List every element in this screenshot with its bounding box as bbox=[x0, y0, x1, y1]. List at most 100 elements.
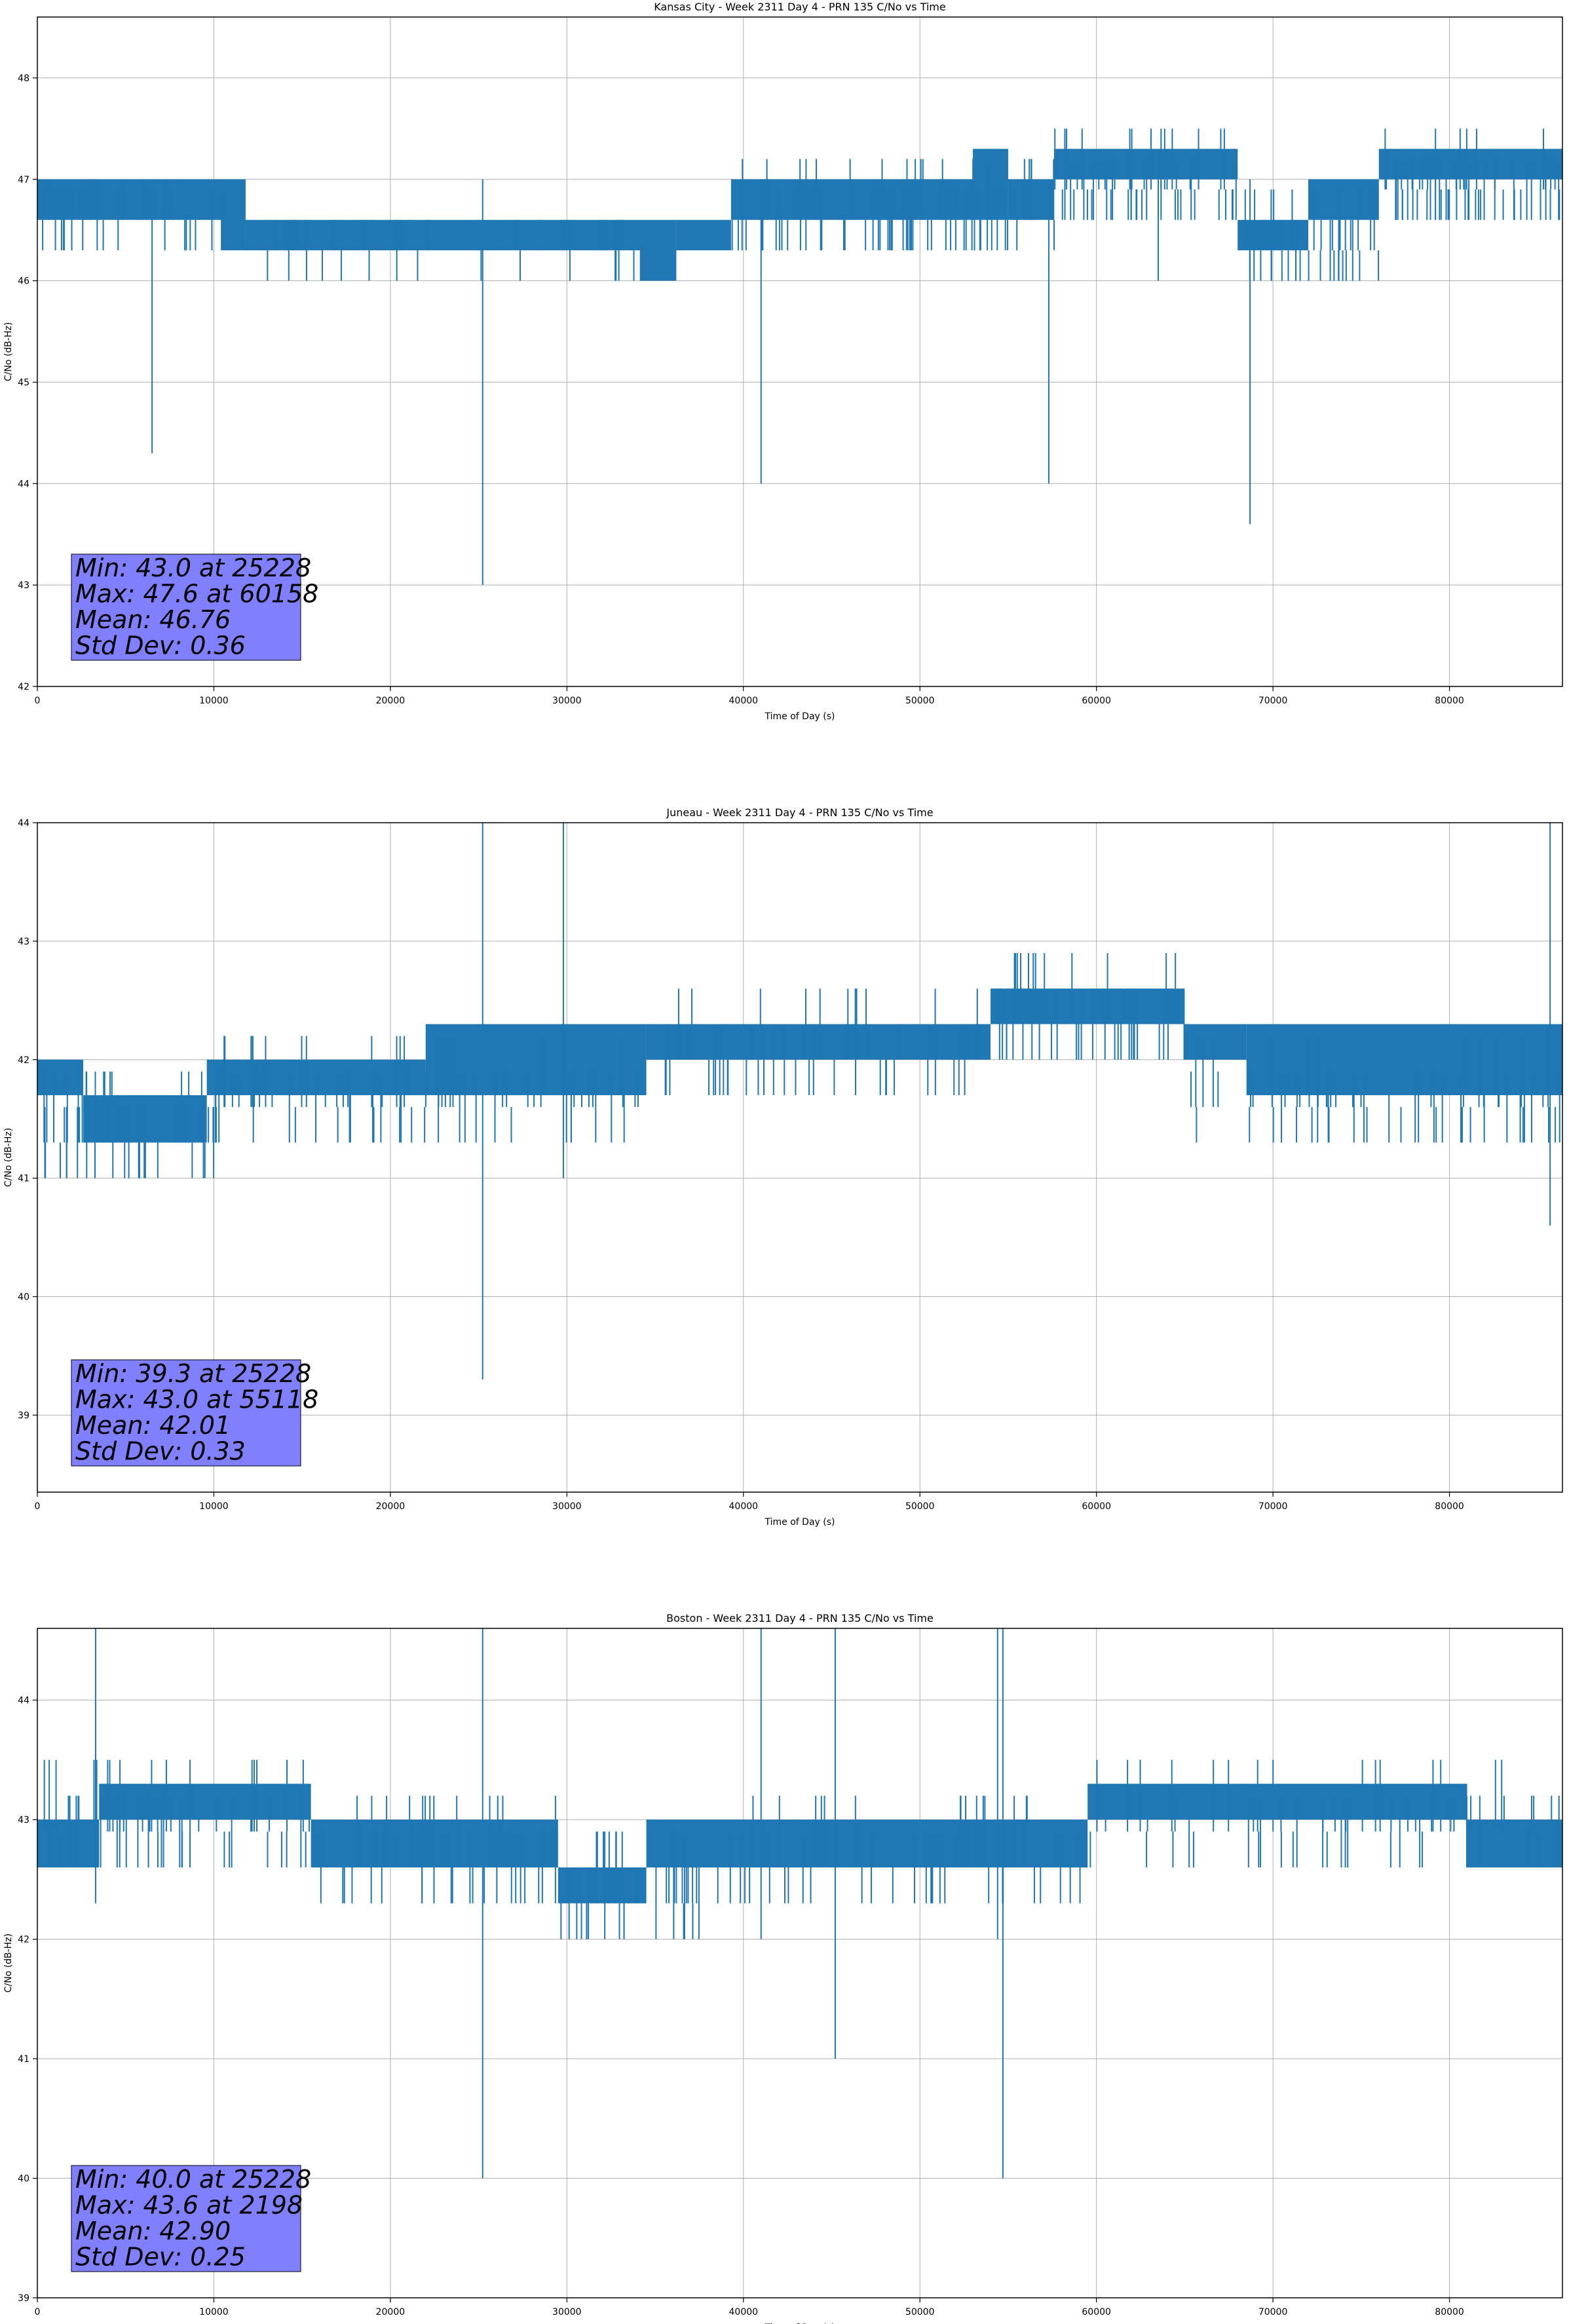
y-tick-label: 44 bbox=[18, 818, 29, 829]
cno-band bbox=[1054, 149, 1238, 179]
x-tick-label: 20000 bbox=[376, 1501, 406, 1512]
y-tick-label: 40 bbox=[18, 1292, 29, 1303]
x-tick-label: 60000 bbox=[1082, 2307, 1111, 2317]
cno-band bbox=[641, 219, 677, 281]
cno-band bbox=[1467, 1820, 1562, 1867]
y-tick-label: 42 bbox=[18, 682, 29, 692]
stats-line: Max: 47.6 at 60158 bbox=[75, 580, 318, 609]
x-tick-label: 60000 bbox=[1082, 1501, 1111, 1512]
y-tick-label: 40 bbox=[18, 2174, 29, 2184]
x-tick-label: 40000 bbox=[729, 2307, 759, 2317]
cno-band bbox=[245, 219, 641, 251]
x-tick-label: 60000 bbox=[1082, 696, 1111, 706]
y-axis-label: C/No (dB-Hz) bbox=[3, 322, 14, 381]
y-tick-label: 39 bbox=[18, 1410, 29, 1421]
cno-band bbox=[730, 179, 974, 220]
y-tick-label: 39 bbox=[18, 2293, 29, 2304]
x-tick-label: 0 bbox=[35, 696, 41, 706]
stats-line: Std Dev: 0.33 bbox=[75, 1437, 246, 1466]
cno-band bbox=[37, 179, 221, 220]
x-tick-label: 70000 bbox=[1258, 1501, 1288, 1512]
cno-band bbox=[1308, 179, 1379, 220]
y-tick-label: 44 bbox=[18, 479, 29, 489]
y-tick-label: 41 bbox=[18, 2054, 29, 2065]
stats-box bbox=[71, 1359, 301, 1467]
y-tick-label: 48 bbox=[18, 73, 29, 84]
x-axis-label: Time of Day (s) bbox=[765, 2323, 835, 2324]
cno-band bbox=[646, 1024, 991, 1060]
x-tick-label: 30000 bbox=[552, 696, 582, 706]
cno-band bbox=[1378, 149, 1562, 179]
x-tick-label: 10000 bbox=[199, 1501, 229, 1512]
x-tick-label: 40000 bbox=[729, 1501, 759, 1512]
y-tick-label: 43 bbox=[18, 580, 29, 591]
y-tick-label: 41 bbox=[18, 1174, 29, 1184]
y-axis-label: C/No (dB-Hz) bbox=[3, 1128, 14, 1187]
stats-line: Std Dev: 0.36 bbox=[75, 631, 246, 660]
stats-line: Min: 43.0 at 25228 bbox=[75, 553, 311, 582]
y-tick-label: 42 bbox=[18, 1935, 29, 1945]
x-tick-label: 70000 bbox=[1258, 2307, 1288, 2317]
x-tick-label: 10000 bbox=[199, 696, 229, 706]
x-tick-label: 80000 bbox=[1435, 696, 1464, 706]
axes-frame bbox=[37, 1628, 1563, 2298]
cno-band bbox=[37, 1059, 84, 1096]
cno-band bbox=[221, 179, 246, 251]
x-tick-label: 30000 bbox=[552, 1501, 582, 1512]
y-tick-label: 42 bbox=[18, 1055, 29, 1066]
axes-frame bbox=[37, 822, 1563, 1493]
stats-line: Min: 39.3 at 25228 bbox=[75, 1359, 311, 1388]
stats-box bbox=[71, 553, 301, 661]
chart-title: Kansas City - Week 2311 Day 4 - PRN 135 … bbox=[654, 1, 945, 13]
x-tick-label: 50000 bbox=[905, 696, 935, 706]
y-tick-label: 45 bbox=[18, 377, 29, 388]
cno-band bbox=[1087, 1784, 1467, 1820]
chart-panel-1: 0 10000 20000 30000 40000 50000 60000 70000 8000… bbox=[3, 1, 1563, 722]
y-tick-label: 43 bbox=[18, 1815, 29, 1826]
cno-series bbox=[37, 1628, 1562, 2179]
stats-line: Max: 43.6 at 2198 bbox=[75, 2191, 303, 2220]
x-tick-label: 70000 bbox=[1258, 696, 1288, 706]
cno-band bbox=[676, 219, 731, 251]
x-tick-label: 80000 bbox=[1435, 2307, 1464, 2317]
cno-band bbox=[1184, 1024, 1247, 1060]
stats-line: Mean: 46.76 bbox=[75, 605, 231, 634]
stats-line: Max: 43.0 at 55118 bbox=[75, 1385, 318, 1414]
stats-line: Mean: 42.90 bbox=[75, 2217, 231, 2245]
x-tick-label: 50000 bbox=[905, 2307, 935, 2317]
y-tick-label: 47 bbox=[18, 175, 29, 185]
x-tick-label: 30000 bbox=[552, 2307, 582, 2317]
x-tick-label: 50000 bbox=[905, 1501, 935, 1512]
x-tick-label: 20000 bbox=[376, 2307, 406, 2317]
cno-band bbox=[1246, 1024, 1562, 1096]
x-tick-label: 10000 bbox=[199, 2307, 229, 2317]
y-tick-label: 46 bbox=[18, 276, 29, 287]
y-axis-label: C/No (dB-Hz) bbox=[3, 1934, 14, 1993]
cno-band bbox=[991, 988, 1185, 1024]
x-tick-label: 80000 bbox=[1435, 1501, 1464, 1512]
y-tick-label: 43 bbox=[18, 937, 29, 947]
cno-band bbox=[646, 1820, 1088, 1867]
x-axis-label: Time of Day (s) bbox=[765, 1517, 835, 1527]
axes-frame bbox=[37, 16, 1563, 687]
stats-line: Min: 40.0 at 25228 bbox=[75, 2165, 311, 2194]
cno-band bbox=[425, 1024, 647, 1096]
stats-line: Mean: 42.01 bbox=[75, 1411, 231, 1440]
x-tick-label: 40000 bbox=[729, 696, 759, 706]
cno-band bbox=[558, 1867, 647, 1903]
cno-band bbox=[1238, 219, 1308, 251]
y-tick-label: 44 bbox=[18, 1696, 29, 1706]
chart-panel-2: 0 10000 20000 30000 40000 50000 60000 70000 8000… bbox=[3, 806, 1563, 1527]
cno-band bbox=[99, 1784, 311, 1820]
stats-box bbox=[71, 2165, 301, 2272]
cno-series bbox=[37, 128, 1562, 586]
chart-title: Boston - Week 2311 Day 4 - PRN 135 C/No … bbox=[666, 1612, 934, 1624]
x-tick-label: 20000 bbox=[376, 696, 406, 706]
x-tick-label: 0 bbox=[35, 1501, 41, 1512]
chart-panel-3: 0 10000 20000 30000 40000 50000 60000 70000 8000… bbox=[3, 1612, 1563, 2324]
chart-title: Juneau - Week 2311 Day 4 - PRN 135 C/No … bbox=[666, 806, 933, 819]
x-axis-label: Time of Day (s) bbox=[765, 711, 835, 722]
x-tick-label: 0 bbox=[35, 2307, 41, 2317]
